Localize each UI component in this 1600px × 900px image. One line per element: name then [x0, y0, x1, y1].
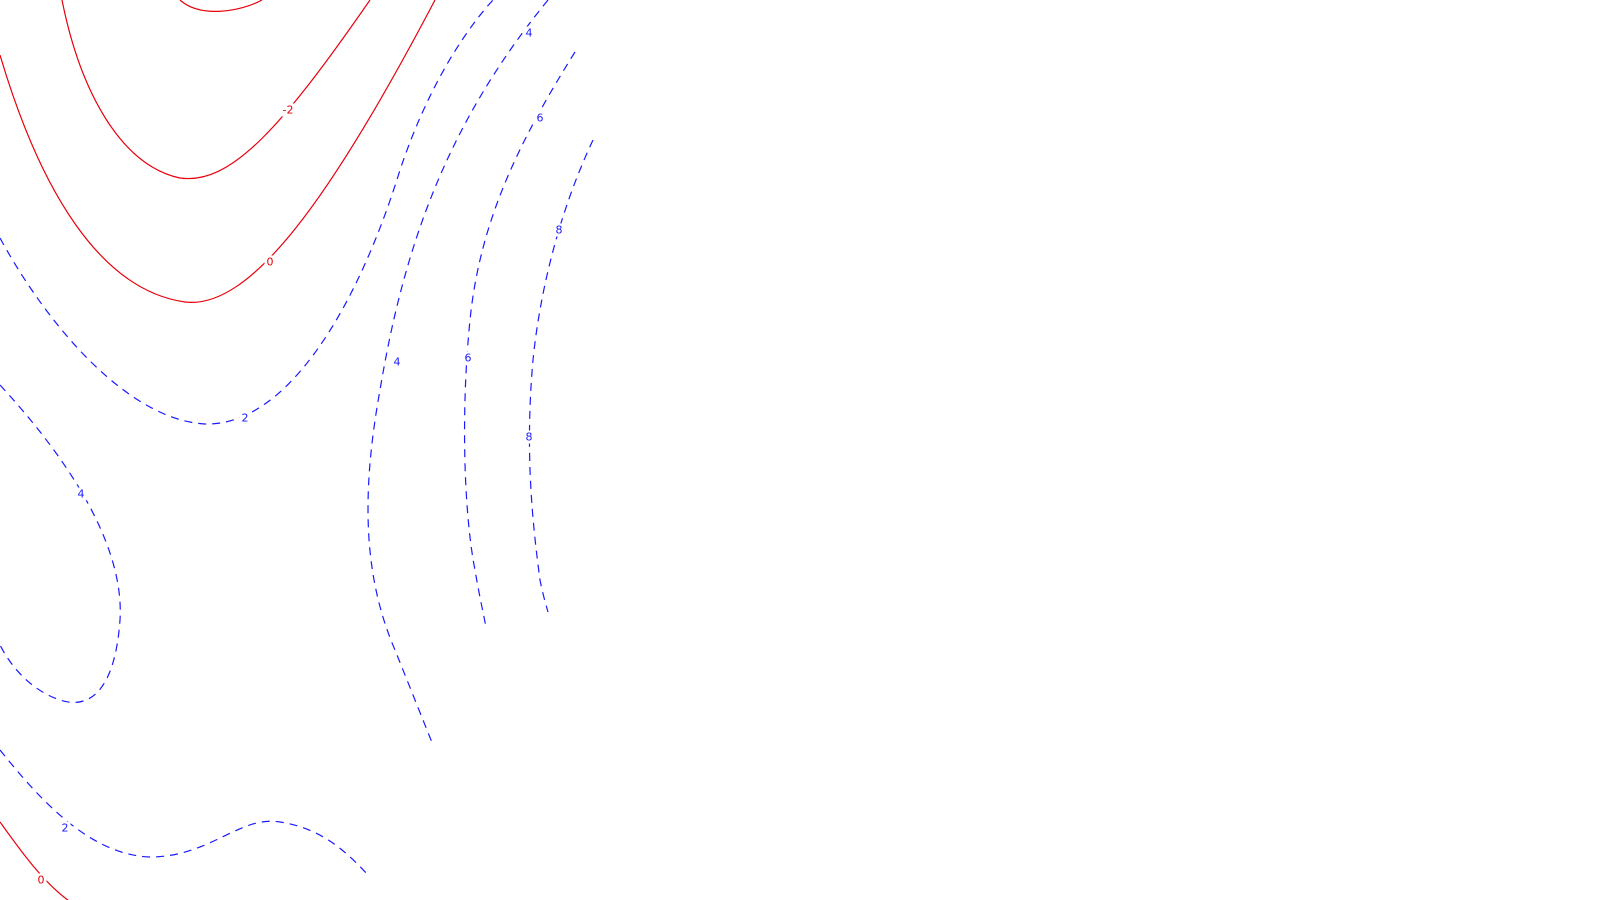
contour-label-4-left: 4	[78, 488, 85, 501]
contour-line-minus4	[179, 0, 263, 12]
contour-label-2-lower: 2	[62, 822, 69, 835]
contour-label-4-center: 4	[394, 356, 401, 369]
contour-line-2-lower	[0, 749, 369, 876]
contour-label-knockout	[391, 355, 403, 369]
contour-label-knockout	[462, 351, 474, 365]
contour-line-2-upper	[0, 0, 494, 425]
contour-label-knockout	[523, 26, 535, 40]
contour-label-4-top: 4	[526, 27, 533, 40]
contour-label-8-top: 8	[556, 224, 563, 237]
contour-line-minus2	[61, 0, 371, 180]
contour-label-2-upper: 2	[242, 412, 249, 425]
contour-label-0-upper: 0	[267, 256, 274, 269]
contour-label-knockout	[534, 111, 546, 125]
contour-line-6	[463, 51, 576, 629]
contour-label-knockout	[264, 255, 276, 269]
contour-line-0-upper	[0, 0, 436, 303]
contour-label-knockout	[280, 103, 296, 117]
contour-label-minus2: -2	[283, 104, 294, 117]
contour-line-4-center	[367, 0, 549, 746]
contour-label-knockout	[59, 821, 71, 835]
contour-label-knockout	[35, 873, 47, 887]
contour-label-6-top: 6	[537, 112, 544, 125]
contour-label-8-center: 8	[526, 431, 533, 444]
contour-label-knockout	[553, 223, 565, 237]
contour-label-knockout	[523, 430, 535, 444]
contour-label-6-center: 6	[465, 352, 472, 365]
contour-label-knockout	[75, 487, 87, 501]
contour-label-knockout	[239, 411, 251, 425]
contour-line-0-lower	[0, 821, 69, 900]
contour-label-0-lower: 0	[38, 874, 45, 887]
